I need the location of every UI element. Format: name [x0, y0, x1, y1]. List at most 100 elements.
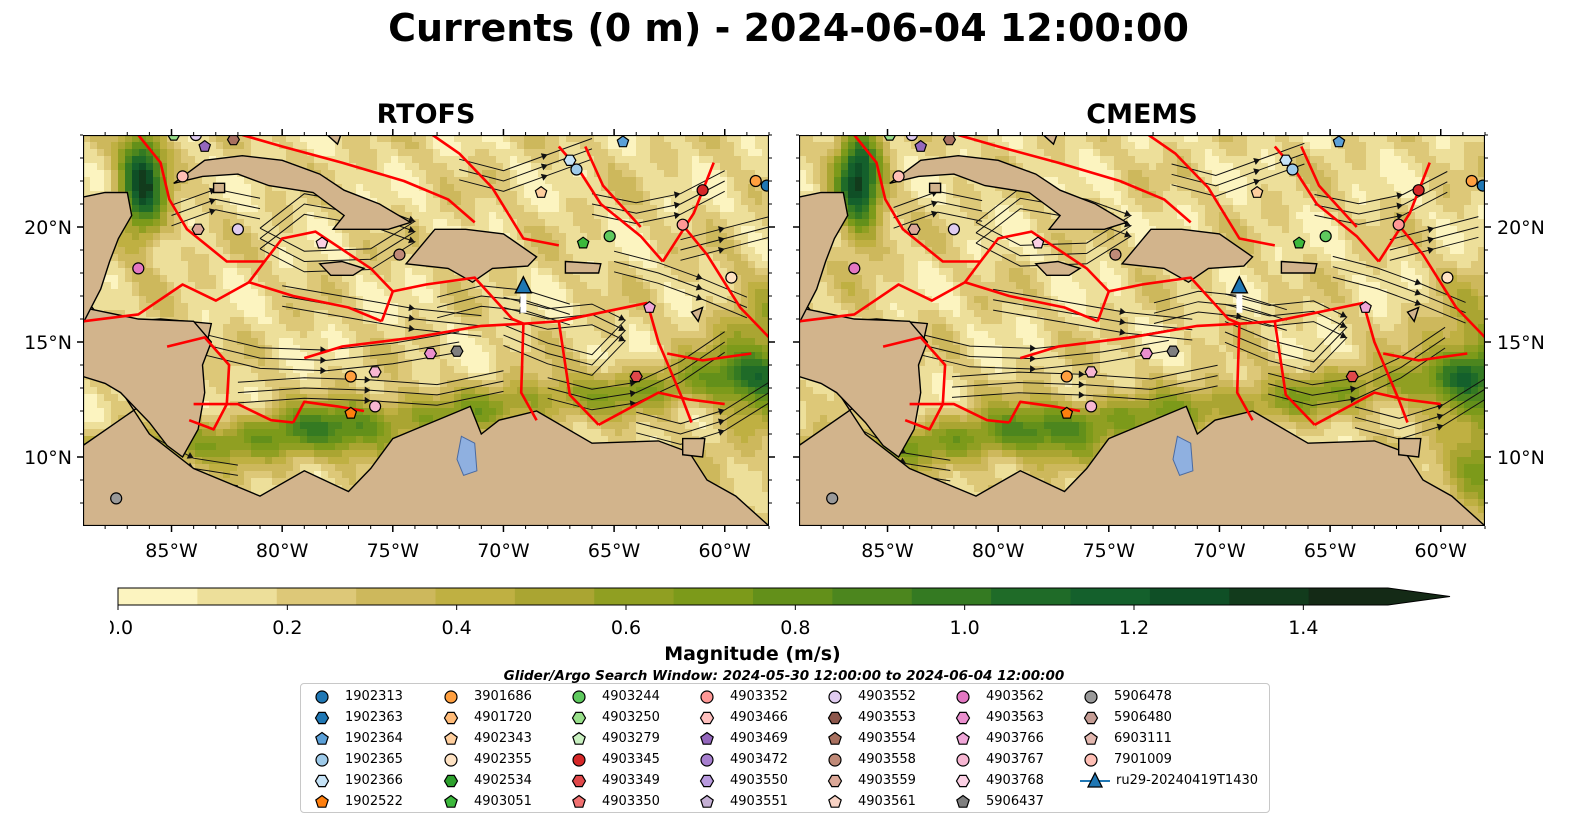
argo-float-marker: [1166, 345, 1180, 357]
legend: 1902313 1902363 1902364 1902365 1902366 19025…: [300, 683, 1270, 813]
float-legend-marker: [315, 752, 329, 767]
argo-float-marker: [1359, 300, 1372, 313]
float-legend-icon: [572, 689, 586, 704]
legend-item: 4903551: [696, 791, 788, 812]
float-legend-icon: [956, 689, 970, 704]
land-lesserAntilles: [690, 306, 704, 323]
legend-item: 4903244: [568, 686, 660, 707]
float-legend-icon: [444, 689, 458, 704]
lat-tick-label: 15°N: [1497, 332, 1545, 354]
lake-maracaibo: [456, 435, 478, 477]
land-puertoRico: [564, 260, 602, 274]
legend-label: 4902343: [474, 731, 532, 746]
argo-float-marker: [907, 223, 921, 236]
float-legend-icon: [315, 794, 329, 808]
float-legend-marker: [444, 689, 458, 704]
float-legend-marker: [828, 731, 842, 745]
argo-float-marker: [1319, 230, 1332, 243]
legend-label: 4903558: [858, 752, 916, 767]
argo-float-marker: [1084, 366, 1098, 378]
float-legend-marker: [700, 689, 714, 704]
argo-float-marker: [616, 135, 630, 148]
argo-float-marker: [603, 230, 616, 243]
lon-tick-label: 80°W: [256, 540, 309, 562]
colorbar-segment: [514, 588, 595, 605]
legend-item: 4902343: [440, 728, 532, 749]
legend-label: 4903768: [986, 773, 1044, 788]
float-legend-icon: [315, 752, 329, 767]
argo-float-marker: [942, 135, 957, 146]
argo-float-marker: [450, 345, 464, 357]
float-legend-marker: [314, 774, 330, 787]
lon-tick-label: 70°W: [477, 540, 530, 562]
legend-label: 4903352: [730, 689, 788, 704]
legend-item: 4903466: [696, 707, 788, 728]
legend-item: 4902534: [440, 770, 532, 791]
lat-tick-label: 10°N: [24, 447, 72, 469]
land-masses: [799, 135, 1485, 526]
float-legend-icon: [828, 689, 842, 704]
float-legend-icon: [699, 774, 715, 787]
legend-item: 4903469: [696, 728, 788, 749]
argo-float-marker: [563, 154, 577, 166]
colorbar-segment: [1229, 588, 1310, 605]
argo-float-marker: [132, 262, 145, 275]
legend-item: 1902522: [311, 791, 403, 812]
float-legend-marker: [699, 711, 715, 724]
float-legend-icon: [1084, 731, 1098, 745]
argo-float-marker: [1476, 179, 1485, 192]
land-puertoRico: [1280, 260, 1318, 274]
legend-item: 1902365: [311, 749, 403, 770]
argo-float-marker: [423, 347, 438, 360]
argo-float-marker: [1250, 185, 1264, 198]
legend-item: 7901009: [1080, 749, 1172, 770]
legend-item: 4903553: [824, 707, 916, 728]
legend-item: 4903250: [568, 707, 660, 728]
lat-tick-label: 15°N: [24, 332, 72, 354]
legend-item: 1902313: [311, 686, 403, 707]
land-trinidad: [1398, 437, 1422, 458]
float-legend-icon: [827, 774, 843, 787]
argo-float-marker: [696, 184, 709, 197]
lon-tick-label: 60°W: [1415, 540, 1468, 562]
legend-label: 4903767: [986, 752, 1044, 767]
lon-tick-label: 65°W: [1304, 540, 1357, 562]
float-legend-marker: [1083, 711, 1099, 724]
argo-float-marker: [1031, 236, 1045, 249]
colorbar-tick-label: 1.0: [950, 617, 980, 639]
float-legend-marker: [443, 711, 459, 724]
float-legend-icon: [444, 794, 458, 808]
argo-float-marker: [914, 139, 928, 152]
legend-item: 5906437: [952, 791, 1044, 812]
float-legend-icon: [700, 752, 714, 767]
colorbar-tick-label: 1.4: [1288, 617, 1318, 639]
colorbar-segment: [673, 588, 754, 605]
argo-float-marker: [1109, 248, 1122, 261]
float-legend-icon: [571, 711, 587, 724]
land-trinidad: [682, 437, 706, 458]
float-legend-icon: [572, 794, 586, 808]
float-legend-icon: [828, 731, 842, 745]
argo-float-marker: [749, 174, 762, 188]
argo-float-marker: [226, 135, 241, 146]
legend-item: 1902366: [311, 770, 403, 791]
float-legend-marker: [571, 774, 587, 787]
land-bahamas1: [326, 135, 342, 146]
argo-float-marker: [947, 223, 961, 236]
panel-title-rtofs: RTOFS: [376, 99, 476, 130]
lon-tick-label: 80°W: [972, 540, 1025, 562]
legend-title: Glider/Argo Search Window: 2024-05-30 12…: [503, 668, 1065, 684]
lon-tick-label: 85°W: [145, 540, 198, 562]
land-lesserAntilles: [1406, 306, 1420, 323]
legend-label: 4903250: [602, 710, 660, 725]
legend-item: 4903768: [952, 770, 1044, 791]
legend-item: 4903472: [696, 749, 788, 770]
glider-legend-icon: [1080, 771, 1110, 788]
land-jamaica: [1034, 260, 1082, 276]
legend-label: 4903472: [730, 752, 788, 767]
float-legend-marker: [1084, 731, 1098, 745]
legend-label: 5906437: [986, 794, 1044, 809]
legend-item: 4903352: [696, 686, 788, 707]
argo-float-marker: [167, 135, 181, 141]
legend-label: 4903561: [858, 794, 916, 809]
